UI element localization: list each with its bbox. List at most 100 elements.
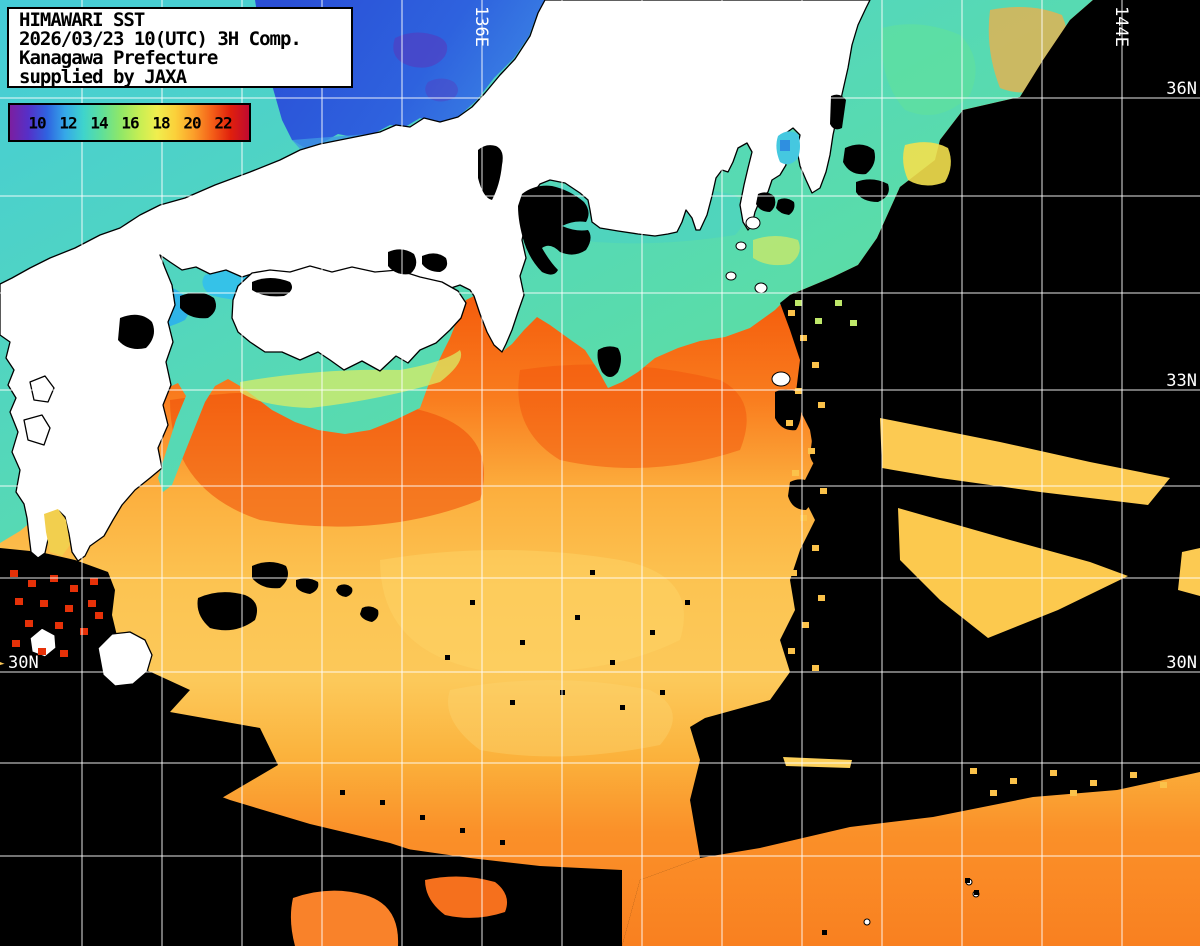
speckle-dot bbox=[1070, 790, 1077, 796]
blue-purple-patch bbox=[425, 78, 458, 102]
warm-tan-patch bbox=[448, 680, 673, 757]
speckle-dot bbox=[340, 790, 345, 795]
speckle-dot bbox=[812, 665, 819, 671]
speckle-dot bbox=[65, 605, 73, 612]
bottom-orange-patch bbox=[290, 890, 399, 946]
speckle-dot bbox=[795, 388, 802, 394]
speckle-dot bbox=[788, 310, 795, 316]
speckle-dot bbox=[1130, 772, 1137, 778]
speckle-dot bbox=[380, 800, 385, 805]
speckle-dot bbox=[970, 768, 977, 774]
speckle-dot bbox=[790, 570, 797, 576]
parallel-label: 36N bbox=[1166, 79, 1197, 99]
ise-bay-black bbox=[518, 185, 591, 275]
parallel-label: 30N bbox=[8, 653, 39, 673]
speckle-dot bbox=[420, 815, 425, 820]
speckle-dot bbox=[40, 600, 48, 607]
speckle-dot bbox=[788, 648, 795, 654]
speckle-dot bbox=[812, 545, 819, 551]
speckle-dot bbox=[800, 335, 807, 341]
speckle-column-black bbox=[858, 650, 881, 678]
kuroshio-yellow-wedge bbox=[880, 418, 1170, 505]
speckle-dot bbox=[590, 570, 595, 575]
kii-tip-cloud bbox=[597, 346, 621, 377]
speckle-column-black bbox=[804, 559, 830, 590]
speckle-dot bbox=[822, 930, 827, 935]
speckle-column-black bbox=[848, 420, 871, 448]
bottom-right-warm-sea bbox=[622, 772, 1200, 946]
inland-sea-black bbox=[252, 278, 292, 297]
speckle-dot bbox=[1160, 782, 1167, 788]
speckle-dot bbox=[470, 600, 475, 605]
boso-coast-black bbox=[830, 94, 846, 130]
speckle-dot bbox=[575, 615, 580, 620]
inland-sea-black bbox=[180, 292, 216, 319]
speckle-dot bbox=[820, 488, 827, 494]
speckle-dot bbox=[80, 628, 88, 635]
speckle-dot bbox=[38, 648, 46, 655]
speckle-dot bbox=[792, 470, 799, 476]
speckle-dot bbox=[786, 420, 793, 426]
legend-tick-label: 20 bbox=[183, 113, 201, 132]
title-line: HIMAWARI SST bbox=[19, 9, 145, 31]
speckle-dot bbox=[12, 640, 20, 647]
title-line: supplied by JAXA bbox=[19, 66, 187, 88]
midsouth-black bbox=[252, 562, 288, 589]
speckle-column-black bbox=[828, 519, 855, 554]
title-box: HIMAWARI SST 2026/03/23 10(UTC) 3H Comp. K… bbox=[7, 7, 353, 88]
speckle-dot bbox=[835, 300, 842, 306]
speckle-dot bbox=[812, 362, 819, 368]
kagoshima-bay-yellow bbox=[44, 509, 70, 556]
bottom-orange-patch bbox=[425, 876, 508, 918]
speckle-dot bbox=[610, 660, 615, 665]
speckle-dot bbox=[620, 705, 625, 710]
speckle-dot bbox=[974, 890, 979, 895]
white-cloud-dot bbox=[771, 371, 791, 387]
speckle-dot bbox=[802, 622, 809, 628]
speckle-dot bbox=[520, 640, 525, 645]
midsouth-black bbox=[296, 578, 319, 594]
midsouth-black bbox=[360, 606, 379, 622]
speckle-column-black bbox=[848, 589, 875, 620]
speckle-column-black bbox=[824, 609, 850, 640]
shikoku-south-paleyellow bbox=[240, 350, 462, 408]
parallel-label: 33N bbox=[1166, 371, 1197, 391]
white-cloud-dot bbox=[735, 241, 747, 251]
warm-tan-patch bbox=[380, 550, 684, 672]
speckle-dot bbox=[800, 515, 807, 521]
meridian-label: 144E bbox=[1111, 6, 1131, 47]
bottom-orange-patches bbox=[290, 876, 508, 946]
warm-deep-orange-swirl bbox=[170, 392, 484, 527]
speckle-dot bbox=[1010, 778, 1017, 784]
midsouth-black bbox=[336, 584, 353, 597]
speckle-dot bbox=[818, 402, 825, 408]
speckle-dot bbox=[795, 300, 802, 306]
speckle-dot bbox=[815, 318, 822, 324]
speckle-dot bbox=[15, 598, 23, 605]
boso-black bbox=[843, 144, 875, 175]
speckle-dot bbox=[808, 448, 815, 454]
legend-colorbar: 10 12 14 16 18 20 22 bbox=[8, 103, 251, 142]
boso-offshore-yellow bbox=[903, 142, 951, 186]
coastal-detail-layer bbox=[44, 94, 980, 946]
land-shikoku bbox=[231, 265, 467, 372]
speckle-dot bbox=[25, 620, 33, 627]
right-edge-yellow-patch bbox=[1178, 548, 1200, 596]
sagami-black bbox=[776, 198, 795, 215]
speckle-dot bbox=[55, 622, 63, 629]
grid-label-layer: 136E 144E 36N 33N 30N 30N bbox=[8, 6, 1197, 673]
white-cloud-dot bbox=[745, 216, 761, 230]
legend-tick-label: 12 bbox=[59, 113, 77, 132]
legend-tick-label: 14 bbox=[90, 113, 108, 132]
land-amakusa-island bbox=[23, 414, 51, 446]
tokyo-bay-blue-spot bbox=[780, 140, 790, 151]
speckle-dot bbox=[660, 690, 665, 695]
speckle-dot bbox=[28, 580, 36, 587]
speckle-dot bbox=[90, 578, 98, 585]
white-cloud-dot bbox=[863, 918, 871, 926]
warm-deep-orange-swirl bbox=[518, 364, 747, 468]
speckle-dot bbox=[510, 700, 515, 705]
harima-black bbox=[422, 253, 448, 272]
